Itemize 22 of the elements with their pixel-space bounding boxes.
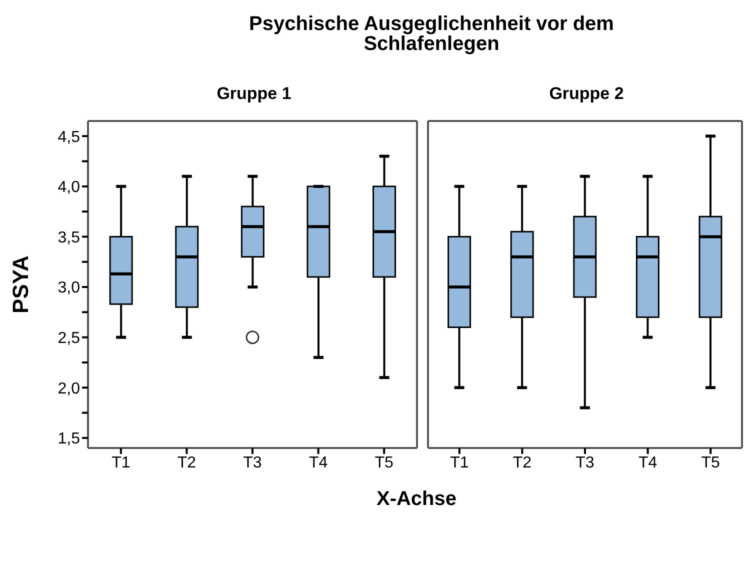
- x-tick-label: T2: [177, 454, 196, 472]
- chart-subtitle: Gruppe 1: [216, 84, 292, 105]
- x-tick-label: T5: [374, 454, 394, 472]
- y-tick-label: 3,0: [58, 280, 80, 297]
- x-tick-label: T4: [638, 454, 658, 472]
- y-tick-label: 4,0: [58, 179, 80, 196]
- y-tick-label: 3,5: [58, 229, 80, 246]
- y-tick-label: 2,0: [58, 380, 80, 398]
- x-tick-label: T1: [112, 454, 130, 472]
- y-tick-label: 2,5: [58, 330, 80, 348]
- x-tick-label: T3: [576, 454, 594, 472]
- chart-title: Psychische Ausgeglichenheit vor dem Schlafenlegen: [248, 12, 615, 57]
- x-tick-label: T1: [450, 454, 469, 472]
- x-tick-label: T5: [701, 454, 720, 472]
- x-axis-title: X-Achse: [375, 488, 458, 511]
- y-tick-label: 4,5: [58, 128, 80, 146]
- x-tick-label: T4: [308, 454, 328, 472]
- x-tick-label: T2: [512, 454, 532, 472]
- x-tick-label: T3: [243, 454, 262, 472]
- chart-subtitle: Gruppe 2: [548, 84, 625, 105]
- y-tick-label: 1,5: [58, 430, 80, 448]
- y-axis-title: PSYA: [8, 255, 33, 314]
